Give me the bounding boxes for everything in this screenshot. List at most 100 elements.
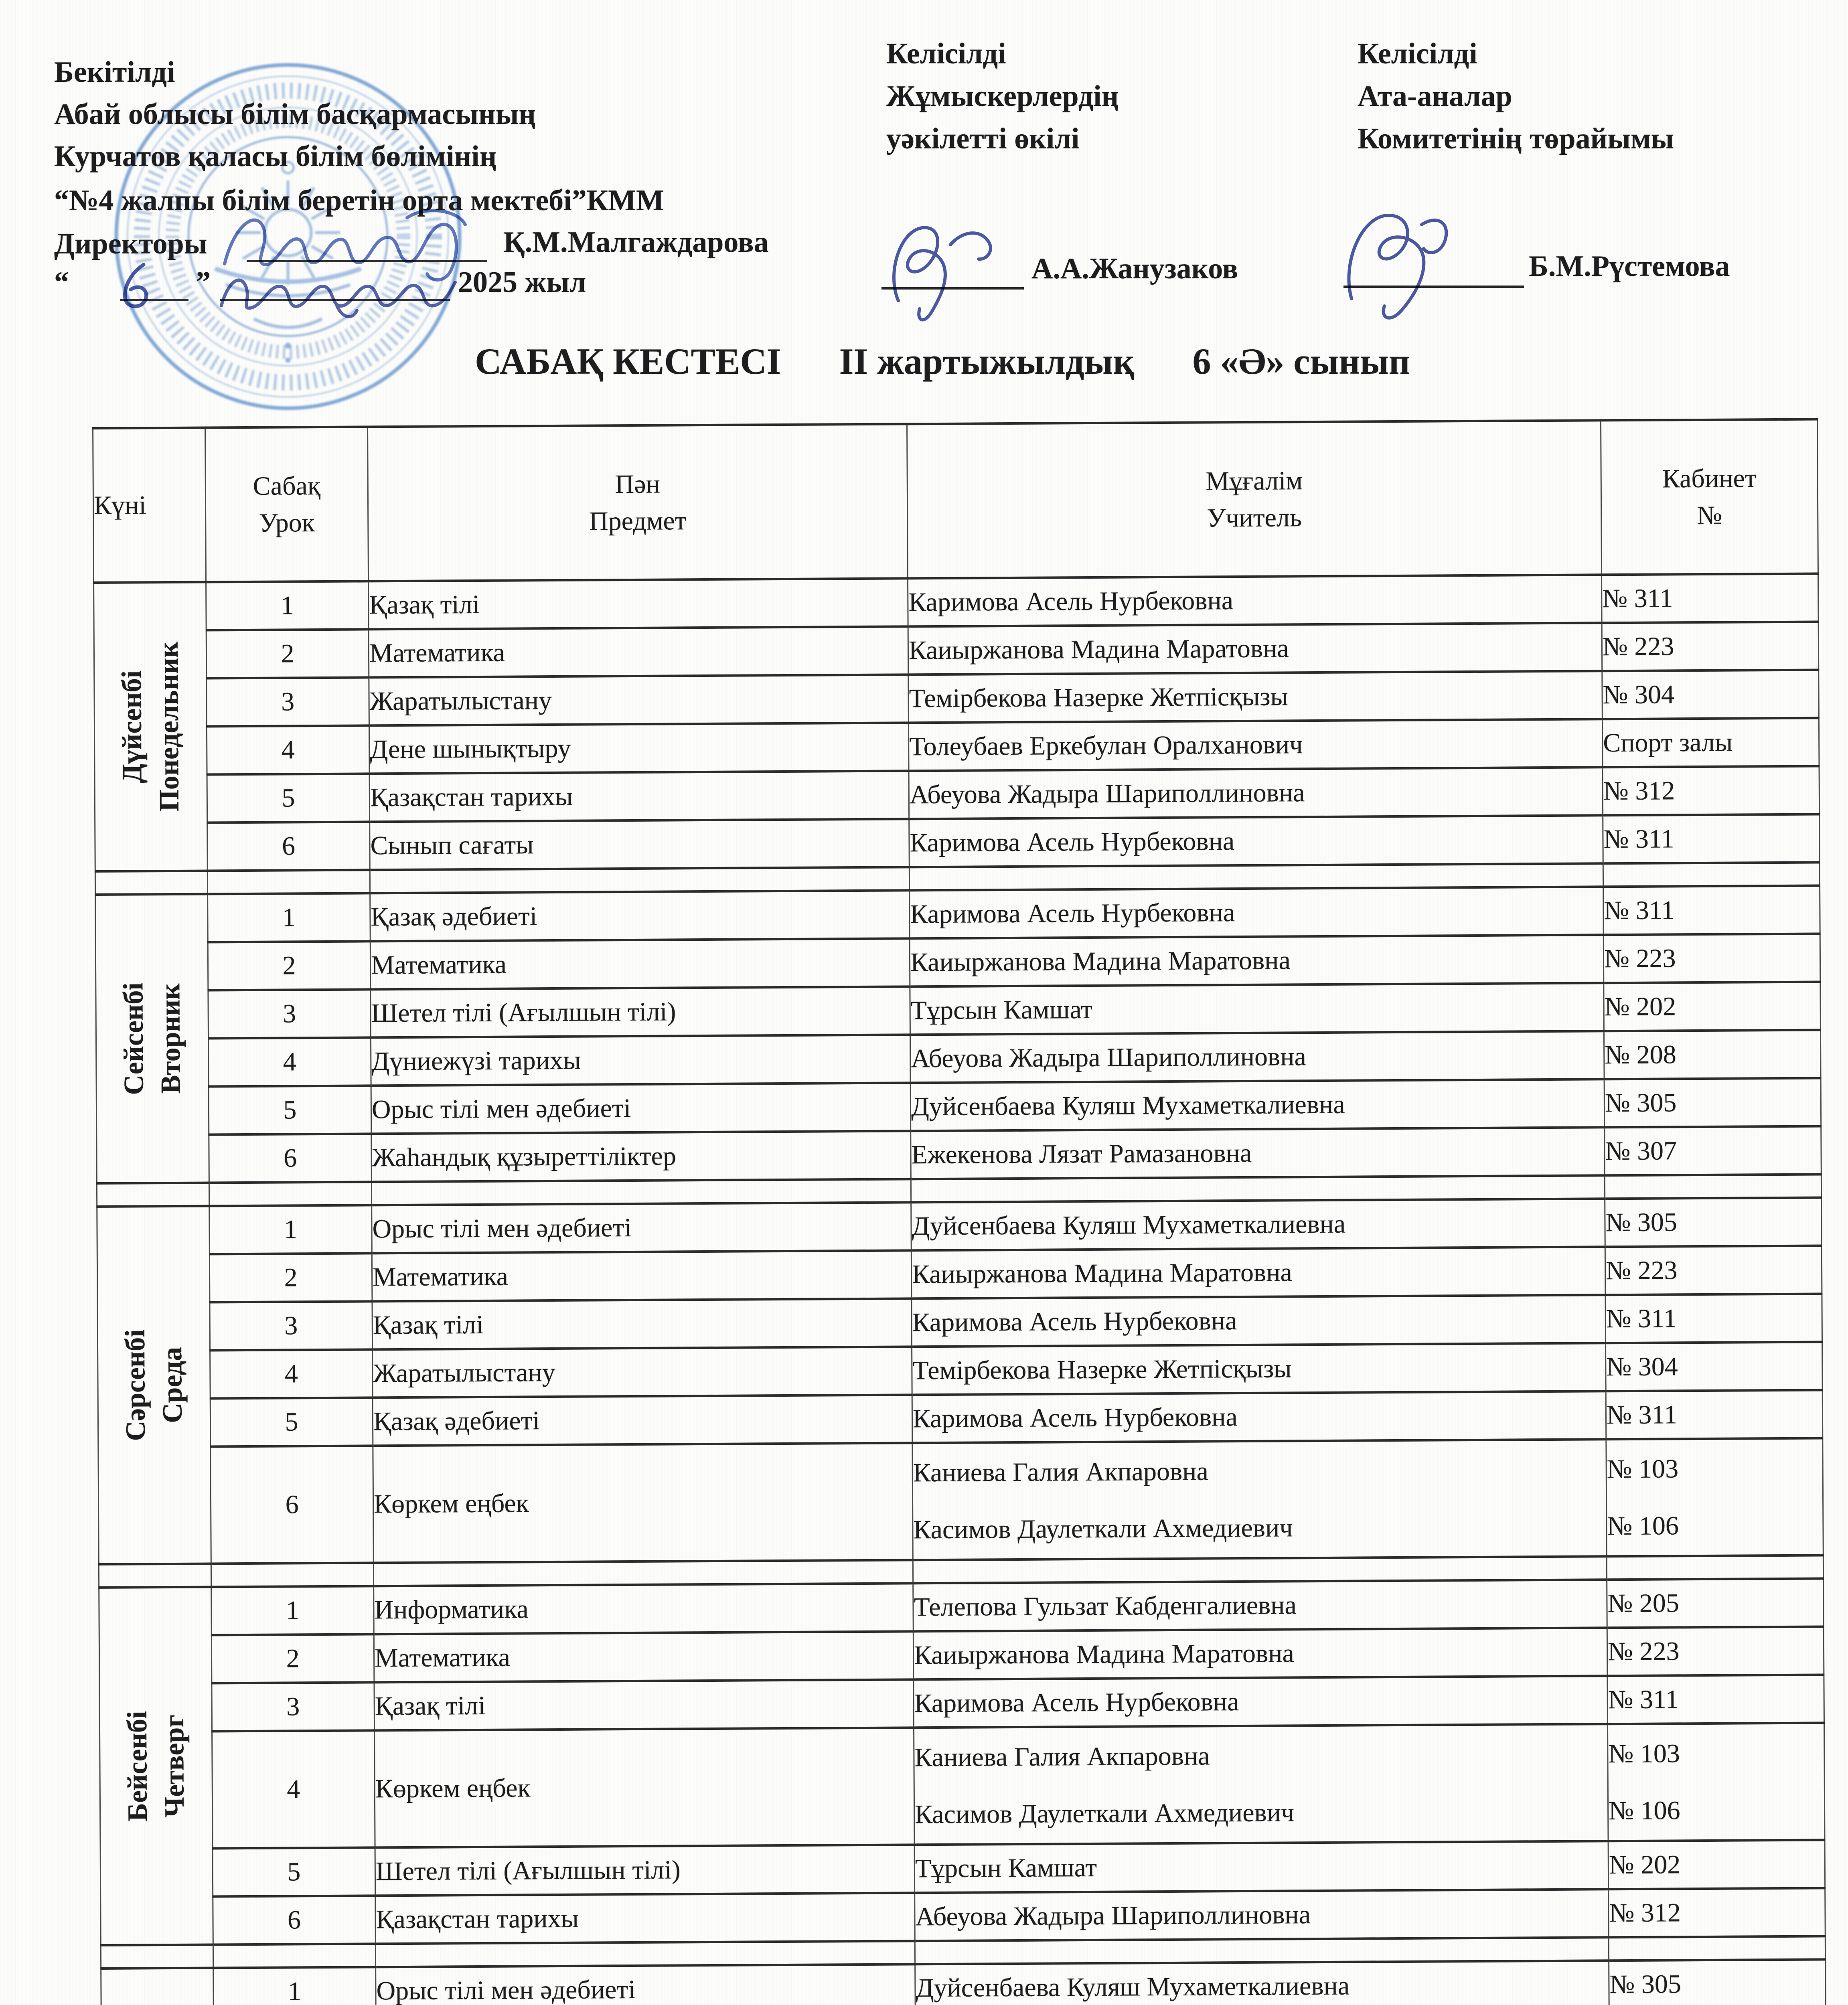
lesson-number-cell: 4: [210, 1349, 373, 1399]
lesson-row: Сейсенбі Вторник 1 Қазақ әдебиеті Каримова А…: [95, 885, 1820, 1183]
day-block: Сейсенбі Вторник 1 Қазақ әдебиеті Каримова А…: [95, 885, 1822, 1207]
room-cell: № 311: [1606, 1390, 1823, 1440]
teacher-cell: Каниева Галия Акпаровна Касимов Даулеткал…: [914, 1724, 1609, 1845]
subject-cell: Математика: [370, 938, 910, 990]
subject-cell: Шетел тілі (Ағылшын тілі): [375, 1845, 915, 1896]
room-cell: № 307: [1604, 1126, 1822, 1176]
room-cell: № 311: [1603, 885, 1820, 935]
day-name-cell: Сейсенбі Вторник: [95, 894, 209, 1183]
subject-cell: Жаратылыстану: [369, 674, 909, 726]
lesson-number-cell: 1: [209, 1205, 372, 1254]
teacher-cell: Каиыржанова Мадина Маратовна: [911, 1247, 1605, 1299]
stamp-emblem-rays: [236, 180, 340, 285]
lesson-row: 3 Қазақ тілі Каримова Асель Нурбековна № 31…: [99, 1675, 1824, 1732]
teacher-cell: Каиыржанова Мадина Маратовна: [910, 935, 1604, 987]
room-cell: № 312: [1608, 1888, 1826, 1938]
teacher-cell: Каримова Асель Нурбековна: [912, 1391, 1606, 1443]
teacher-cell: Абеуова Жадыра Шариполлиновна: [914, 1889, 1609, 1941]
lesson-row: 2 Математика Каиыржанова Мадина Маратовна №…: [97, 1246, 1822, 1303]
teacher-cell: Каримова Асель Нурбековна: [909, 815, 1603, 867]
lesson-row: 5 Шетел тілі (Ағылшын тілі) Тұрсын Камшат №…: [100, 1840, 1825, 1897]
room-cell: № 223: [1603, 934, 1820, 983]
teacher-cell: Каиыржанова Мадина Маратовна: [913, 1628, 1607, 1680]
subject-cell: Көркем еңбек: [373, 1443, 913, 1563]
lesson-row: 3 Қазақ тілі Каримова Асель Нурбековна № 31…: [97, 1294, 1822, 1351]
lesson-number-cell: 3: [209, 1301, 373, 1351]
lesson-number-cell: 4: [212, 1730, 375, 1849]
approval-line-4: “№4 жалпы білім беретін орта мектебі”КММ: [54, 184, 664, 217]
lesson-row: 5 Қазақ әдебиеті Каримова Асель Нурбековна…: [98, 1390, 1823, 1447]
teacher-cell: Дуйсенбаева Куляш Мухаметкалиевна: [910, 1079, 1605, 1131]
subject-cell: Қазақ тілі: [372, 1298, 912, 1350]
room-cell: № 223: [1607, 1626, 1824, 1676]
school-round-stamp-icon: [114, 63, 462, 410]
lesson-row: 4 Көркем еңбек Каниева Галия Акпаровна Каси…: [100, 1723, 1825, 1849]
room-cell: № 311: [1607, 1675, 1824, 1724]
teacher-cell: Тұрсын Камшат: [910, 983, 1604, 1035]
director-signature: [223, 209, 467, 282]
lesson-number-cell: 6: [213, 1896, 376, 1945]
subject-cell: Математика: [369, 626, 908, 678]
lesson-row: 3 Шетел тілі (Ағылшын тілі) Тұрсын Камшат №…: [96, 982, 1821, 1039]
lesson-number-cell: 5: [210, 1397, 373, 1447]
date-day-line: [120, 299, 188, 301]
subject-cell: Жаһандық құзыреттіліктер: [371, 1131, 911, 1182]
lesson-number-cell: 4: [207, 725, 370, 775]
room-cell: № 223: [1605, 1246, 1822, 1295]
teacher-cell: Каиыржанова Мадина Маратовна: [908, 623, 1602, 675]
right-signature-line: [1343, 286, 1524, 288]
room-cell: № 305: [1604, 1078, 1821, 1128]
teacher-cell: Темірбекова Назерке Жетпісқызы: [912, 1343, 1606, 1395]
lesson-row: 6 Қазақстан тарихы Абеуова Жадыра Шариполл…: [101, 1888, 1826, 1945]
day-block: Бейсенбі Четверг 1 Информатика Телепова Гуль…: [99, 1578, 1826, 1969]
title-part-schedule: САБАҚ КЕСТЕСІ: [475, 341, 781, 382]
header-subject: Пән Предмет: [367, 424, 908, 581]
agreed-right-line-3: Комитетінің төрайымы: [1358, 122, 1674, 155]
subject-cell: Қазақстан тарихы: [375, 1893, 915, 1944]
lesson-number-cell: 5: [209, 1086, 371, 1135]
subject-cell: Орыс тілі мен әдебиеті: [375, 1964, 916, 2005]
teacher-cell: Тұрсын Камшат: [914, 1841, 1609, 1893]
subject-cell: Қазақстан тарихы: [369, 771, 909, 822]
subject-cell: Қазақ тілі: [374, 1679, 914, 1731]
lesson-number-cell: 6: [207, 822, 370, 871]
agreed-center-line-2: Жұмыскерлердің: [886, 80, 1119, 113]
lesson-number-cell: 2: [209, 1253, 372, 1302]
room-cell: № 202: [1608, 1840, 1825, 1890]
day-name-cell: ЖұмаПятница: [101, 1968, 215, 2005]
schedule-table: Күні Сабақ Урок Пән Предмет Мұғалім Учит…: [92, 418, 1828, 2005]
day-name-rotated: Сәрсенбі Среда: [120, 1329, 188, 1441]
day-block: Сәрсенбі Среда 1 Орыс тілі мен әдебиеті Дуйс…: [97, 1197, 1824, 1588]
day-name-cell: Бейсенбі Четверг: [99, 1587, 213, 1945]
subject-cell: Қазақ әдебиеті: [370, 890, 910, 942]
lesson-row: 6 Көркем еңбек Каниева Галия Акпаровна Каси…: [98, 1438, 1824, 1564]
lesson-number-cell: 6: [210, 1446, 374, 1564]
subject-cell: Шетел тілі (Ағылшын тілі): [370, 986, 910, 1038]
lesson-number-cell: 1: [213, 1967, 376, 2005]
room-cell: № 103 № 106: [1607, 1723, 1825, 1841]
agreed-right-line-1: Келісілді: [1358, 37, 1477, 70]
lesson-number-cell: 2: [208, 941, 371, 990]
teacher-cell: Абеуова Жадыра Шариполлиновна: [909, 767, 1603, 819]
center-signer-name: А.А.Жанузаков: [1031, 252, 1238, 285]
handwritten-date-day: [123, 263, 148, 308]
teacher-cell: Каримова Асель Нурбековна: [908, 575, 1602, 627]
title-part-class: 6 «Ә» сынып: [1192, 341, 1410, 382]
day-name-cell: Сәрсенбі Среда: [97, 1206, 211, 1564]
lesson-row: 4 Дүниежүзі тарихы Абеуова Жадыра Шариполл…: [96, 1030, 1821, 1087]
agreed-center-line-1: Келісілді: [886, 37, 1006, 70]
subject-cell: Математика: [374, 1631, 914, 1683]
day-name-rotated: Бейсенбі Четверг: [122, 1711, 190, 1822]
lesson-row: 6 Жаһандық құзыреттіліктер Ежекенова Лязат…: [97, 1126, 1822, 1183]
subject-cell: Көркем еңбек: [374, 1728, 915, 1848]
agreed-right-line-2: Ата-аналар: [1358, 80, 1512, 113]
subject-cell: Қазақ тілі: [368, 578, 908, 630]
lesson-row: 5 Қазақстан тарихы Абеуова Жадыра Шариполл…: [95, 766, 1820, 823]
header-row: Күні Сабақ Урок Пән Предмет Мұғалім Учит…: [93, 419, 1818, 583]
right-signer-name: Б.М.Рүстемова: [1529, 250, 1730, 283]
lesson-row: 4 Жаратылыстану Темірбекова Назерке Жетпіс…: [98, 1342, 1823, 1399]
teacher-cell: Каниева Галия Акпаровна Касимов Даулеткал…: [912, 1439, 1607, 1560]
lesson-number-cell: 4: [208, 1037, 371, 1087]
document-title: САБАҚ КЕСТЕСІ ІІ жартыжылдық 6 «Ә» сынып: [381, 340, 1504, 383]
teacher-cell: Телепова Гульзат Кабденгалиевна: [913, 1580, 1607, 1632]
